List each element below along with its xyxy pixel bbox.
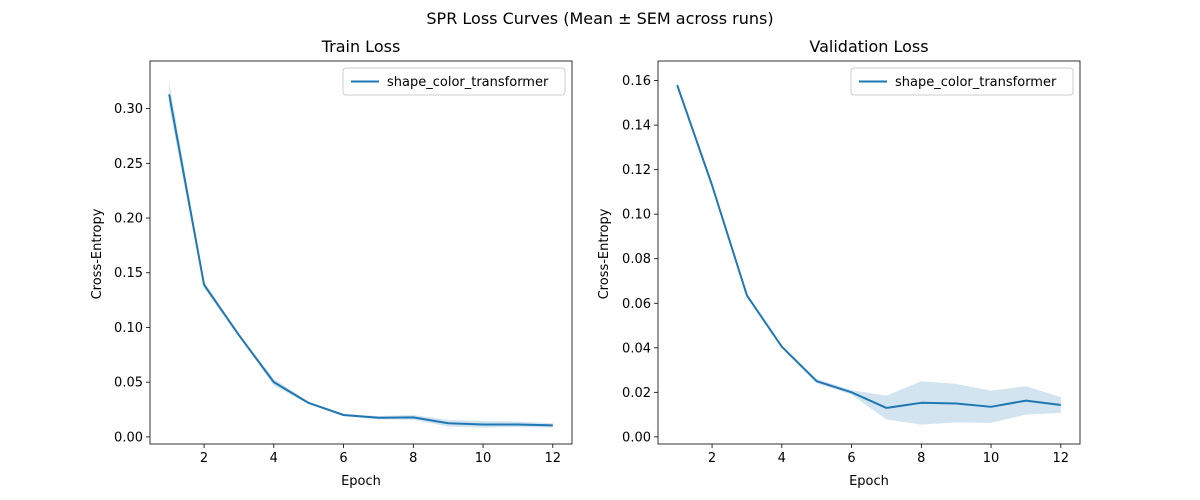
validation-point-4 [781,346,783,348]
train-point-3 [238,334,240,336]
train-x-tick-label-4: 4 [270,451,278,466]
validation-axes-frame [657,60,1081,445]
validation-point-10 [990,406,992,408]
validation-point-12 [1060,404,1062,406]
validation-y-tick-label-7: 0.14 [622,119,651,134]
train-legend-label: shape_color_transformer [387,75,549,90]
validation-x-tick-label-12: 12 [1053,451,1070,466]
train-x-axis-label: Epoch [341,474,381,489]
train-y-axis-label: Cross-Entropy [90,208,105,299]
train-point-9 [447,422,449,424]
train-point-6 [343,414,345,416]
train-x-tick-label-6: 6 [339,451,347,466]
train-axes-frame [149,60,573,445]
validation-sem-band-0 [677,82,1061,425]
validation-y-tick-label-3: 0.06 [622,297,651,312]
train-loss-title: Train Loss [321,37,401,56]
train-point-4 [273,381,275,383]
validation-point-9 [955,402,957,404]
train-sem-band-0 [169,82,553,428]
validation-x-tick-label-2: 2 [708,451,716,466]
validation-legend-label: shape_color_transformer [895,75,1057,90]
train-mean-line-0 [168,94,553,427]
validation-legend-box [850,67,1074,96]
train-y-tick-label-3: 0.15 [114,266,143,281]
train-y-tick-label-1: 0.05 [114,376,143,391]
train-y-tick-label-4: 0.20 [114,212,143,227]
train-point-5 [308,402,310,404]
validation-x-tick-label-4: 4 [778,451,786,466]
validation-y-tick-label-8: 0.16 [622,74,651,89]
train-y-tick-label-2: 0.10 [114,321,143,336]
validation-x-axis-label: Epoch [849,474,889,489]
validation-y-tick-label-2: 0.04 [622,341,651,356]
train-y-tick-label-5: 0.25 [114,157,143,172]
validation-loss-panel: Validation Loss Epoch Cross-Entropy 2 4 6 8… [597,37,1081,489]
validation-legend: shape_color_transformer [850,67,1074,96]
train-x-tick-label-10: 10 [475,451,492,466]
validation-loss-title: Validation Loss [809,37,928,56]
train-x-tick-label-12: 12 [545,451,562,466]
validation-y-tick-label-5: 0.10 [622,208,651,223]
train-y-tick-label-0: 0.00 [114,430,143,445]
validation-y-axis-label: Cross-Entropy [597,208,612,299]
validation-point-5 [816,380,818,382]
validation-point-11 [1025,400,1027,402]
validation-y-tick-label-0: 0.00 [622,430,651,445]
validation-x-tick-label-8: 8 [917,451,925,466]
validation-y-tick-label-6: 0.12 [622,163,651,178]
train-point-10 [482,424,484,426]
train-point-11 [517,424,519,426]
train-point-1 [168,93,170,95]
validation-y-tick-label-4: 0.08 [622,252,651,267]
validation-x-tick-label-6: 6 [847,451,855,466]
figure-title: SPR Loss Curves (Mean ± SEM across runs) [426,9,773,28]
train-point-12 [552,424,554,426]
train-point-2 [203,284,205,286]
train-x-tick-label-8: 8 [409,451,417,466]
train-legend: shape_color_transformer [342,67,566,96]
train-legend-box [342,67,566,96]
validation-y-tick-label-1: 0.02 [622,386,651,401]
train-y-tick-label-6: 0.30 [114,102,143,117]
train-point-7 [377,417,379,419]
validation-point-1 [676,84,678,86]
validation-point-7 [885,407,887,409]
train-point-8 [412,416,414,418]
train-x-tick-label-2: 2 [200,451,208,466]
train-plot-area [168,82,554,428]
train-loss-panel: Train Loss Epoch Cross-Entropy 2 4 6 8 10 12 0… [90,37,573,489]
validation-point-3 [746,294,748,296]
validation-mean-line-0 [676,84,1061,409]
validation-point-6 [851,391,853,393]
validation-plot-area [676,82,1062,425]
validation-point-8 [920,402,922,404]
validation-x-tick-label-10: 10 [983,451,1000,466]
validation-point-2 [711,184,713,186]
